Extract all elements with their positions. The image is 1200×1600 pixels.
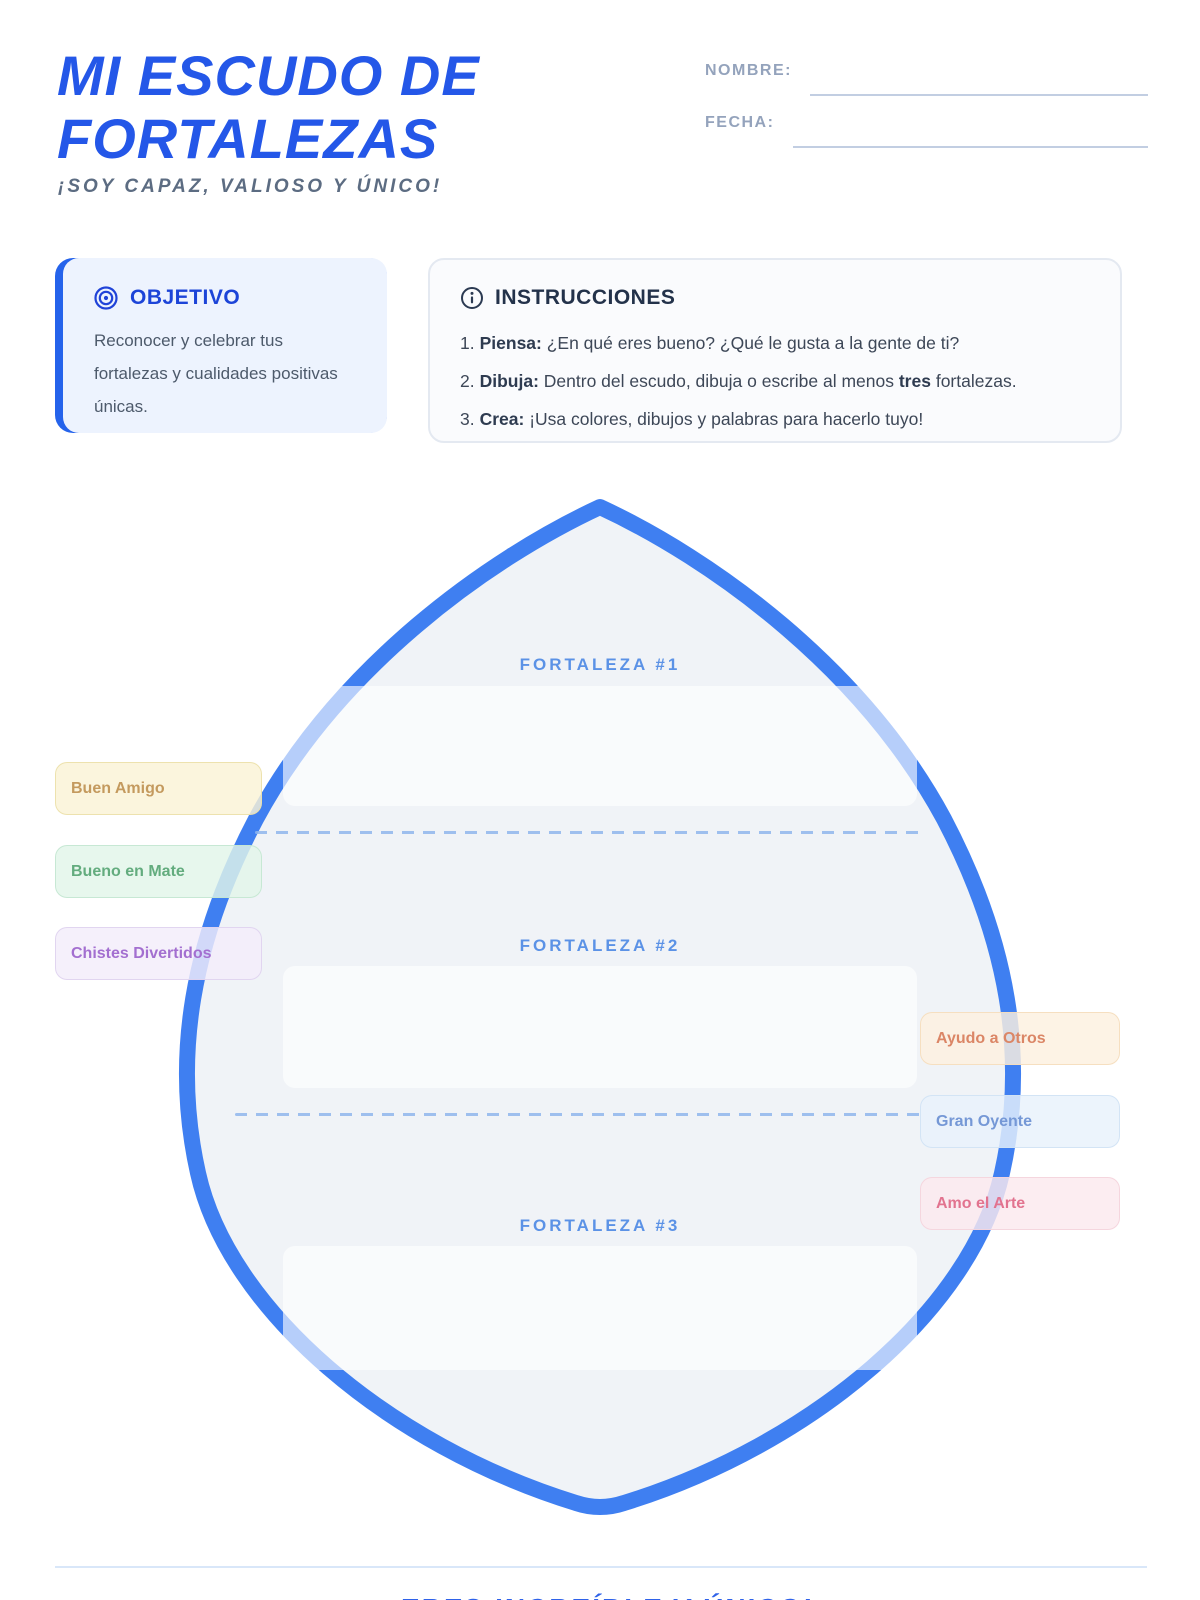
section-divider-dashed: [235, 1113, 920, 1116]
page-tagline: ¡SOY CAPAZ, VALIOSO Y ÚNICO!: [58, 176, 443, 197]
tag-ayudo-a-otros[interactable]: Ayudo a Otros: [920, 1012, 1120, 1065]
name-label: NOMBRE:: [705, 62, 792, 79]
objective-title: OBJETIVO: [130, 286, 241, 309]
tag-bueno-en-mate[interactable]: Bueno en Mate: [55, 845, 262, 898]
date-input-line[interactable]: [793, 146, 1148, 148]
footer-text: ¡ERES INCREÍBLE Y ÚNICO!: [0, 1593, 1200, 1600]
fortaleza-3-drawbox[interactable]: [283, 1246, 917, 1370]
fortaleza-1-drawbox[interactable]: [283, 686, 917, 806]
fortaleza-2-drawbox[interactable]: [283, 966, 917, 1088]
instructions-list: 1. Piensa: ¿En qué eres bueno? ¿Qué le gu…: [460, 324, 1017, 438]
instruction-item: 3. Crea: ¡Usa colores, dibujos y palabras…: [460, 409, 924, 429]
section-divider-dashed: [255, 831, 920, 834]
title-line1: MI ESCUDO DE: [57, 44, 480, 107]
title-line2: FORTALEZAS: [57, 107, 439, 170]
target-icon: [93, 285, 119, 311]
objective-card: OBJETIVO Reconocer y celebrar tus fortal…: [55, 258, 387, 433]
footer-divider: [55, 1566, 1147, 1568]
date-label: FECHA:: [705, 114, 775, 131]
tag-chistes-divertidos[interactable]: Chistes Divertidos: [55, 927, 262, 980]
instruction-item: 1. Piensa: ¿En qué eres bueno? ¿Qué le gu…: [460, 333, 960, 353]
tag-gran-oyente[interactable]: Gran Oyente: [920, 1095, 1120, 1148]
fortaleza-3-label: FORTALEZA #3: [519, 1216, 681, 1235]
name-input-line[interactable]: [810, 94, 1148, 96]
objective-body: Reconocer y celebrar tus fortalezas y cu…: [94, 331, 338, 416]
fortaleza-2-label: FORTALEZA #2: [519, 936, 681, 955]
tag-buen-amigo[interactable]: Buen Amigo: [55, 762, 262, 815]
instructions-title: INSTRUCCIONES: [495, 286, 676, 309]
fortaleza-1-label: FORTALEZA #1: [519, 655, 681, 674]
instruction-item: 2. Dibuja: Dentro del escudo, dibuja o es…: [460, 371, 1017, 391]
page-title: MI ESCUDO DE FORTALEZAS: [57, 44, 480, 170]
info-icon: [460, 286, 484, 310]
instructions-card: INSTRUCCIONES 1. Piensa: ¿En qué eres bue…: [428, 258, 1122, 443]
tag-amo-el-arte[interactable]: Amo el Arte: [920, 1177, 1120, 1230]
